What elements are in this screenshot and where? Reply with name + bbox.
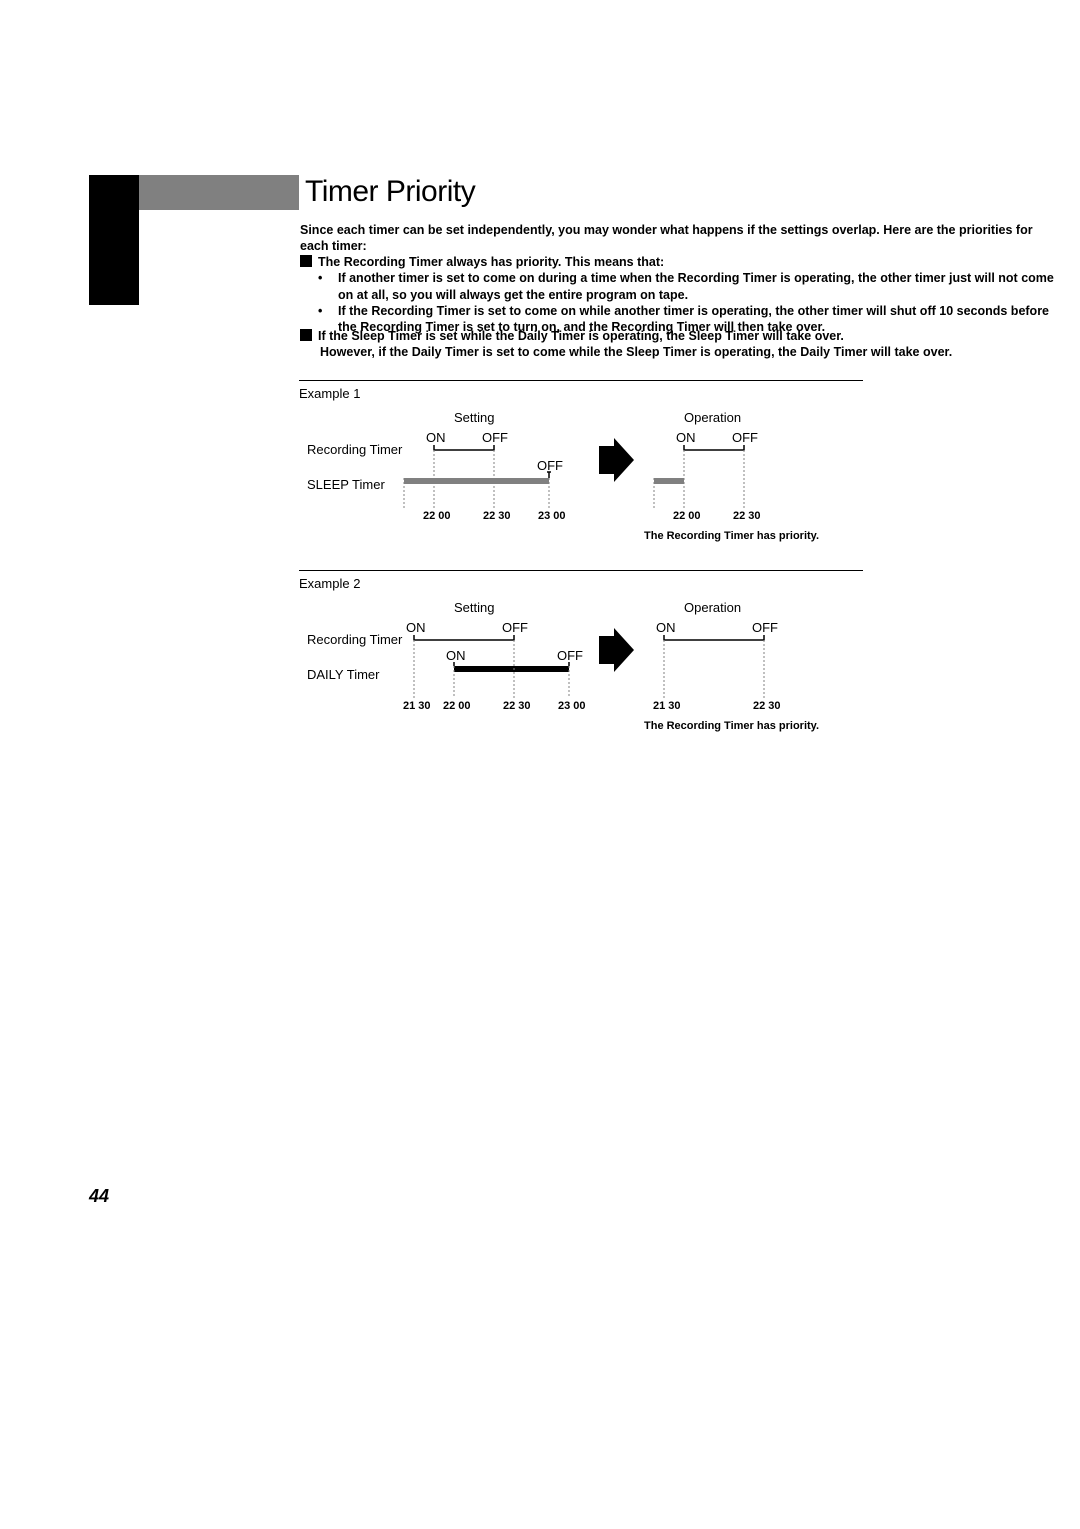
rule-2: If the Sleep Timer is set while the Dail… [300,328,1060,361]
example-1-label: Example 1 [299,386,360,401]
intro-text: Since each timer can be set independentl… [300,222,1060,255]
square-bullet-icon [300,329,312,341]
side-tab [89,175,139,305]
example-1-diagram: Setting Operation Recording Timer SLEEP … [299,402,863,552]
time-label: 23 00 [538,510,566,522]
example-2-diagram: Setting Operation Recording Timer DAILY … [299,592,863,752]
priority-note: The Recording Timer has priority. [644,530,819,542]
priority-note: The Recording Timer has priority. [644,720,819,732]
square-bullet-icon [300,255,312,267]
time-label: 23 00 [558,700,586,712]
hr-1 [299,380,863,381]
time-label: 22 30 [753,700,781,712]
time-label: 22 30 [503,700,531,712]
time-label: 22 00 [443,700,471,712]
time-label: 21 30 [653,700,681,712]
rule-1: The Recording Timer always has priority.… [300,254,1060,335]
rule-1-bullet-1: If another timer is set to come on durin… [338,270,1060,303]
header-grey-bar [139,175,299,210]
rule-2-head: If the Sleep Timer is set while the Dail… [300,328,1060,344]
time-label: 22 30 [733,510,761,522]
rule-2-cont: However, if the Daily Timer is set to co… [320,344,1060,360]
time-label: 21 30 [403,700,431,712]
example-2-label: Example 2 [299,576,360,591]
rule-1-head: The Recording Timer always has priority.… [300,254,1060,270]
page-number: 44 [89,1186,109,1207]
time-label: 22 30 [483,510,511,522]
time-label: 22 00 [673,510,701,522]
time-label: 22 00 [423,510,451,522]
page: Timer Priority Since each timer can be s… [0,0,1080,1529]
page-title: Timer Priority [305,175,475,209]
hr-2 [299,570,863,571]
